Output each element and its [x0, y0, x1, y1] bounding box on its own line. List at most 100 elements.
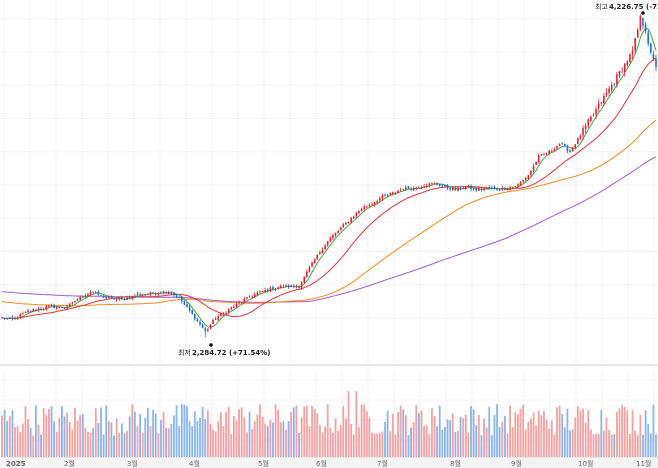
candle — [561, 142, 564, 145]
candle — [626, 60, 629, 67]
candles — [1, 14, 657, 338]
volume-bar — [597, 434, 600, 457]
candle — [48, 304, 50, 309]
candle — [89, 289, 92, 296]
volume-bar — [584, 422, 587, 457]
volume-bar — [79, 415, 82, 457]
candle — [1, 316, 3, 319]
volume-bar — [540, 415, 543, 457]
candle — [178, 296, 180, 299]
candle — [550, 149, 553, 153]
ma120-line — [1, 156, 657, 303]
candle — [655, 54, 657, 71]
volume-bar — [558, 405, 561, 457]
candle — [537, 153, 540, 164]
candle — [480, 187, 483, 192]
volume-bar — [360, 404, 363, 457]
volume-bar — [532, 412, 535, 457]
candle — [608, 85, 610, 96]
volume-bar — [160, 420, 162, 457]
volume-bar — [503, 415, 506, 457]
candle — [493, 185, 496, 190]
candle — [446, 183, 449, 191]
volume-bar — [313, 409, 316, 457]
month-tick-label: 11월 — [636, 459, 651, 468]
candle — [616, 71, 618, 88]
volume-bar — [501, 421, 504, 457]
candle — [9, 317, 11, 319]
volume-bar — [303, 406, 306, 457]
volume-bar — [19, 431, 22, 457]
candle — [649, 42, 652, 55]
ma5-line — [1, 27, 657, 328]
candle — [290, 284, 293, 288]
candle — [579, 134, 582, 141]
candle — [183, 300, 186, 306]
volume-bar — [618, 408, 621, 457]
candle — [574, 144, 577, 150]
candle — [587, 117, 590, 129]
volume-bar — [511, 427, 514, 457]
volume-bar — [89, 432, 92, 457]
volume-bar — [352, 434, 355, 457]
moving-average-lines — [1, 27, 657, 328]
volume-bar — [550, 420, 553, 457]
volume-bar — [386, 410, 389, 457]
volume-bar — [264, 423, 267, 457]
candle — [428, 182, 431, 188]
volume-bar — [431, 408, 433, 457]
volume-bar — [556, 407, 558, 457]
candle — [121, 295, 123, 300]
candle — [425, 183, 428, 188]
candle — [152, 291, 154, 295]
volume-bar — [420, 411, 423, 457]
candle — [308, 265, 311, 273]
candle — [339, 226, 342, 231]
month-tick-label: 6월 — [316, 459, 327, 468]
volume-bar — [34, 405, 37, 457]
volume-bar — [454, 432, 457, 457]
volume-bar — [219, 412, 222, 457]
candle — [269, 285, 272, 293]
candle — [217, 314, 220, 321]
volume-bar — [139, 413, 142, 457]
candle — [50, 303, 53, 307]
candle — [22, 311, 24, 315]
volume-bar — [485, 427, 488, 457]
volume-bar — [238, 409, 241, 457]
volume-bar — [626, 410, 629, 457]
volume-bar — [120, 423, 123, 457]
candle — [402, 188, 405, 191]
volume-bar — [592, 434, 595, 457]
candle — [363, 204, 365, 212]
volume-bar — [209, 423, 212, 457]
volume-bar — [21, 423, 24, 457]
year-tick-label: 2025 — [6, 460, 26, 468]
candle — [399, 187, 402, 192]
candle — [350, 216, 352, 224]
candle — [639, 14, 642, 32]
volume-bar — [595, 433, 597, 457]
candle — [264, 287, 266, 294]
volume-bar — [563, 427, 566, 457]
candle — [365, 206, 368, 209]
candle — [274, 287, 277, 292]
volume-bar — [94, 408, 97, 457]
candle — [253, 292, 256, 299]
volume-bar — [113, 435, 115, 457]
volume-bar — [493, 415, 496, 457]
volume-bar — [373, 433, 376, 457]
candle — [600, 101, 603, 106]
volume-bar — [63, 416, 66, 457]
volume-bar — [154, 413, 157, 457]
candle — [123, 297, 126, 301]
volume-bar — [496, 404, 498, 457]
candle — [303, 276, 306, 284]
volume-bar — [415, 404, 418, 457]
volume-bar — [71, 429, 74, 457]
volume-bar — [217, 421, 220, 457]
candle — [300, 281, 303, 290]
candle — [506, 187, 509, 191]
volume-bar — [61, 406, 63, 457]
volume-bar — [389, 431, 392, 457]
